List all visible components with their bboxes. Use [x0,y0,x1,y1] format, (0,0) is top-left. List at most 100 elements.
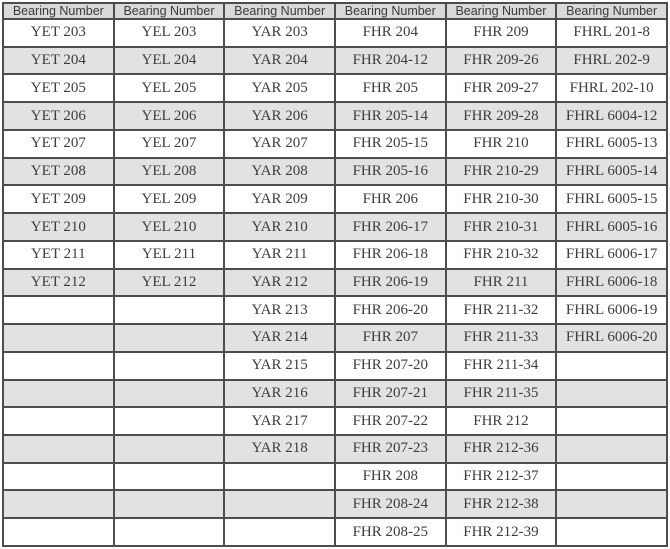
table-cell-empty [555,350,668,381]
table-cell: YAR 212 [223,267,336,298]
table-cell-empty [112,350,226,381]
table-cell-empty [112,295,226,326]
table-cell: FHRL 6005-16 [555,212,668,242]
table-cell: YEL 205 [112,73,226,104]
table-cell-empty [223,517,336,547]
table-cell-empty [2,350,115,381]
table-cell: FHRL 6006-18 [555,267,668,298]
table-cell-empty [2,406,115,437]
table-row: YAR 213 FHR 206-20 FHR 211-32 FHRL 6006-19 [2,295,668,326]
table-cell-empty [2,378,115,409]
table-cell: FHR 212-39 [444,517,558,547]
table-row: FHR 208 FHR 212-37 [2,461,668,492]
table-cell: FHRL 201-8 [555,18,668,48]
table-cell: YAR 209 [223,184,336,215]
table-cell: FHRL 202-9 [555,45,668,76]
table-cell: FHR 207-20 [333,350,447,381]
table-cell: FHR 207-22 [333,406,447,437]
table-cell: FHR 210-29 [444,156,558,187]
table-cell: FHR 209-26 [444,45,558,76]
table-cell: FHRL 6005-13 [555,128,668,159]
table-cell: YAR 216 [223,378,336,409]
table-cell: YEL 208 [112,156,226,187]
table-cell: YAR 213 [223,295,336,326]
table-cell-empty [112,406,226,437]
column-header: Bearing Number [444,2,558,20]
table-cell: FHR 212-36 [444,434,558,464]
table-cell: YEL 203 [112,18,226,48]
table-cell: FHR 205-16 [333,156,447,187]
table-cell: YEL 207 [112,128,226,159]
table-cell-empty [112,517,226,547]
column-header: Bearing Number [555,2,668,20]
table-cell: YET 211 [2,239,115,270]
table-row: YET 210 YEL 210 YAR 210 FHR 206-17 FHR 210-3… [2,212,668,242]
table-cell: FHR 205 [333,73,447,104]
table-cell: YEL 211 [112,239,226,270]
table-cell: FHR 209 [444,18,558,48]
table-cell: FHR 212-38 [444,489,558,520]
table-cell: YET 203 [2,18,115,48]
table-cell: FHR 206-18 [333,239,447,270]
table-cell: FHRL 6005-15 [555,184,668,215]
table-cell-empty [112,378,226,409]
table-row: YAR 214 FHR 207 FHR 211-33 FHRL 6006-20 [2,323,668,353]
table-row: YAR 215 FHR 207-20 FHR 211-34 [2,350,668,381]
table-cell: FHR 210-32 [444,239,558,270]
table-cell-empty [112,461,226,492]
table-cell: YEL 206 [112,101,226,131]
table-row: YET 204 YEL 204 YAR 204 FHR 204-12 FHR 209-2… [2,45,668,76]
column-header: Bearing Number [223,2,336,20]
table-cell: YAR 205 [223,73,336,104]
table-cell: FHRL 6006-19 [555,295,668,326]
table-cell-empty [555,434,668,464]
table-cell: FHR 207-21 [333,378,447,409]
table-cell-empty [2,517,115,547]
table-row: YAR 218 FHR 207-23 FHR 212-36 [2,434,668,464]
table-cell-empty [555,378,668,409]
table-cell: YAR 203 [223,18,336,48]
table-cell: YEL 204 [112,45,226,76]
table-cell: FHR 206 [333,184,447,215]
table-cell: YET 204 [2,45,115,76]
table-row: YET 212 YEL 212 YAR 212 FHR 206-19 FHR 211 FH… [2,267,668,298]
table-row: YET 207 YEL 207 YAR 207 FHR 205-15 FHR 210 FH… [2,128,668,159]
table-cell-empty [2,295,115,326]
table-cell: FHR 208 [333,461,447,492]
table-cell: FHR 207 [333,323,447,353]
table-cell: FHRL 202-10 [555,73,668,104]
table-cell: FHR 207-23 [333,434,447,464]
table-row: FHR 208-24 FHR 212-38 [2,489,668,520]
table-cell-empty [112,323,226,353]
table-cell: YAR 211 [223,239,336,270]
table-header: Bearing Number Bearing Number Bearing Numb… [2,2,668,20]
table-cell: FHRL 6005-14 [555,156,668,187]
table-cell: FHR 210-31 [444,212,558,242]
table-row: YET 206 YEL 206 YAR 206 FHR 205-14 FHR 209-2… [2,101,668,131]
table-cell: YET 212 [2,267,115,298]
table-cell: YEL 210 [112,212,226,242]
table-cell: YEL 209 [112,184,226,215]
table-cell: YAR 210 [223,212,336,242]
table-cell-empty [555,489,668,520]
table-cell: FHRL 6004-12 [555,101,668,131]
table-cell: FHR 211-32 [444,295,558,326]
table-row: YAR 217 FHR 207-22 FHR 212 [2,406,668,437]
table-cell: FHR 205-14 [333,101,447,131]
table-cell: FHR 212 [444,406,558,437]
table-cell: YET 205 [2,73,115,104]
table-cell: FHR 212-37 [444,461,558,492]
table-row: FHR 208-25 FHR 212-39 [2,517,668,547]
column-header: Bearing Number [333,2,447,20]
table-cell: YET 207 [2,128,115,159]
table-cell: FHRL 6006-17 [555,239,668,270]
table-row: YET 209 YEL 209 YAR 209 FHR 206 FHR 210-30 FH… [2,184,668,215]
table-cell: FHR 208-25 [333,517,447,547]
table-cell: YAR 218 [223,434,336,464]
table-cell: FHR 205-15 [333,128,447,159]
column-header: Bearing Number [112,2,226,20]
table-cell-empty [2,461,115,492]
table-cell: YAR 206 [223,101,336,131]
table-cell-empty [2,434,115,464]
